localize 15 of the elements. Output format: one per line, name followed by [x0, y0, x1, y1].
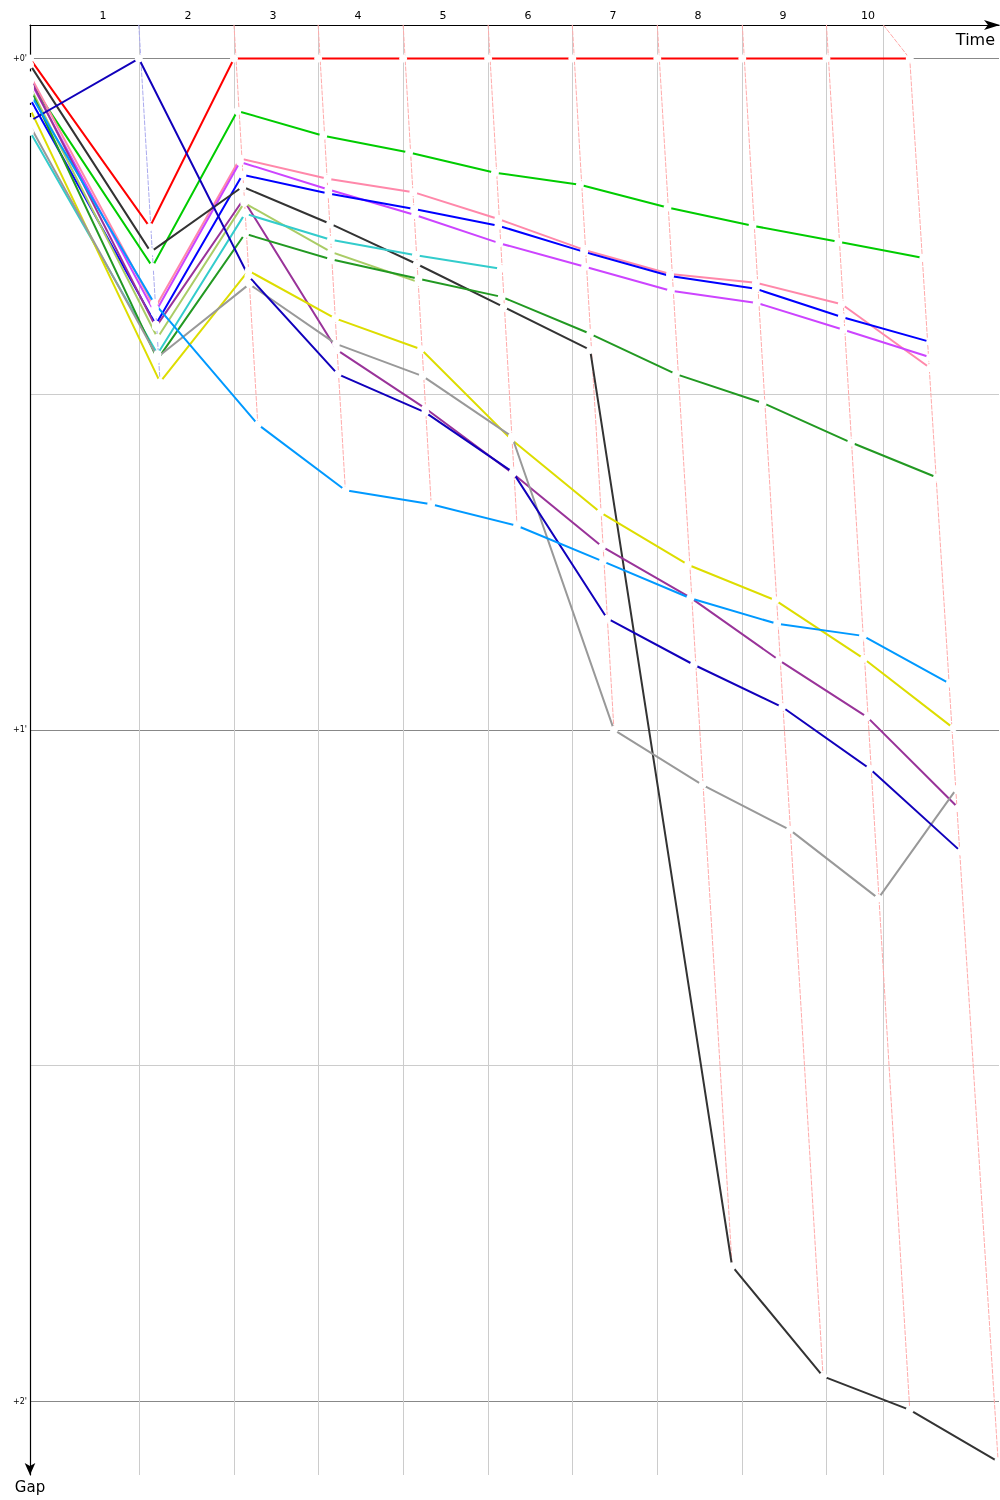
x-axis-title: Time: [954, 29, 995, 49]
x-tick-label: 8: [694, 9, 702, 22]
x-tick-label: 5: [439, 9, 447, 22]
x-tick-label: 7: [609, 9, 617, 22]
x-tick-label: 4: [354, 9, 362, 22]
x-tick-label: 6: [524, 9, 532, 22]
y-tick-label: +2': [13, 1396, 27, 1406]
x-tick-label: 1: [99, 9, 107, 22]
x-tick-label: 3: [269, 9, 277, 22]
x-tick-label: 9: [779, 9, 787, 22]
y-axis-title: Gap: [14, 1477, 46, 1496]
x-tick-label: 2: [184, 9, 192, 22]
y-tick-label: +1': [13, 725, 27, 735]
y-tick-label: +0': [13, 54, 27, 64]
x-tick-label: 10: [861, 9, 876, 22]
